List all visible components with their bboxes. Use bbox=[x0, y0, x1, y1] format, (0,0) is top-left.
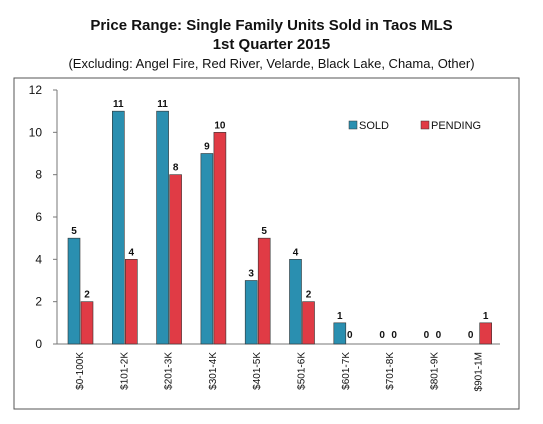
x-tick-label: $701-8K bbox=[385, 352, 396, 390]
y-tick-label: 6 bbox=[35, 210, 42, 224]
legend-label-sold: SOLD bbox=[359, 120, 389, 132]
data-label-pending: 10 bbox=[214, 120, 226, 131]
chart-note: (Excluding: Angel Fire, Red River, Velar… bbox=[68, 56, 475, 71]
bar-pending bbox=[125, 259, 138, 345]
bar-sold bbox=[244, 280, 258, 345]
data-label-pending: 0 bbox=[436, 330, 442, 341]
legend-swatch-sold bbox=[348, 120, 358, 130]
data-label-pending: 2 bbox=[84, 290, 90, 301]
bar-pending bbox=[213, 132, 227, 345]
chart-subtitle: 1st Quarter 2015 bbox=[212, 36, 331, 53]
x-tick-label: $101-2K bbox=[119, 352, 130, 390]
bar-sold bbox=[67, 237, 81, 345]
y-tick-label: 12 bbox=[29, 83, 43, 97]
legend-label-pending: PENDING bbox=[431, 120, 481, 132]
bars-group bbox=[67, 110, 493, 345]
chart-titles: Price Range: Single Family Units Sold in… bbox=[0, 16, 543, 72]
data-label-pending: 2 bbox=[306, 290, 312, 301]
data-label-sold: 1 bbox=[337, 311, 343, 322]
data-label-sold: 5 bbox=[71, 226, 77, 237]
bar-pending bbox=[80, 301, 94, 345]
data-label-pending: 4 bbox=[129, 247, 135, 258]
x-tick-label: $501-6K bbox=[297, 352, 308, 390]
data-label-pending: 8 bbox=[173, 163, 179, 174]
data-label-sold: 11 bbox=[157, 99, 168, 110]
chart-border bbox=[13, 77, 520, 410]
x-tick-label: $301-4K bbox=[208, 352, 219, 390]
data-label-pending: 1 bbox=[483, 311, 489, 322]
data-label-sold: 3 bbox=[248, 269, 254, 280]
x-tick-label: $901-1M bbox=[474, 352, 485, 391]
data-label-pending: 0 bbox=[391, 330, 397, 341]
x-tick-label: $201-3K bbox=[164, 352, 175, 390]
y-tick-label: 4 bbox=[35, 252, 42, 266]
x-tick-label: $401-5K bbox=[252, 352, 263, 390]
bar-sold bbox=[200, 153, 214, 345]
y-tick-label: 10 bbox=[29, 125, 43, 139]
bar-sold bbox=[156, 110, 169, 345]
x-tick-label: $0-100K bbox=[75, 352, 86, 390]
y-tick-label: 0 bbox=[35, 337, 42, 351]
x-tick-label: $801-9K bbox=[429, 352, 440, 390]
data-label-sold: 4 bbox=[293, 247, 299, 258]
data-label-sold: 0 bbox=[379, 330, 385, 341]
bar-pending bbox=[169, 174, 182, 345]
x-tick-label: $601-7K bbox=[341, 352, 352, 390]
y-axis-ticks: 0 2 4 6 8 10 12 bbox=[29, 83, 57, 351]
x-axis-labels: $0-100K $101-2K $201-3K $301-4K $401-5K $501-… bbox=[75, 352, 485, 392]
bar-pending bbox=[302, 301, 315, 345]
bar-sold bbox=[333, 322, 347, 345]
bar-sold bbox=[112, 110, 125, 345]
legend: SOLD PENDING bbox=[348, 120, 481, 132]
data-label-sold: 9 bbox=[204, 142, 210, 153]
chart-title: Price Range: Single Family Units Sold in… bbox=[90, 17, 453, 34]
data-label-pending: 5 bbox=[261, 226, 267, 237]
bar-pending bbox=[257, 237, 271, 345]
data-label-pending: 0 bbox=[347, 330, 353, 341]
bar-pending bbox=[479, 322, 493, 345]
y-tick-label: 8 bbox=[35, 168, 42, 182]
data-label-sold: 11 bbox=[113, 99, 124, 110]
y-tick-label: 2 bbox=[35, 295, 42, 309]
bar-sold bbox=[289, 259, 302, 345]
legend-swatch-pending bbox=[420, 120, 430, 130]
data-label-sold: 0 bbox=[424, 330, 430, 341]
data-label-sold: 0 bbox=[468, 330, 474, 341]
